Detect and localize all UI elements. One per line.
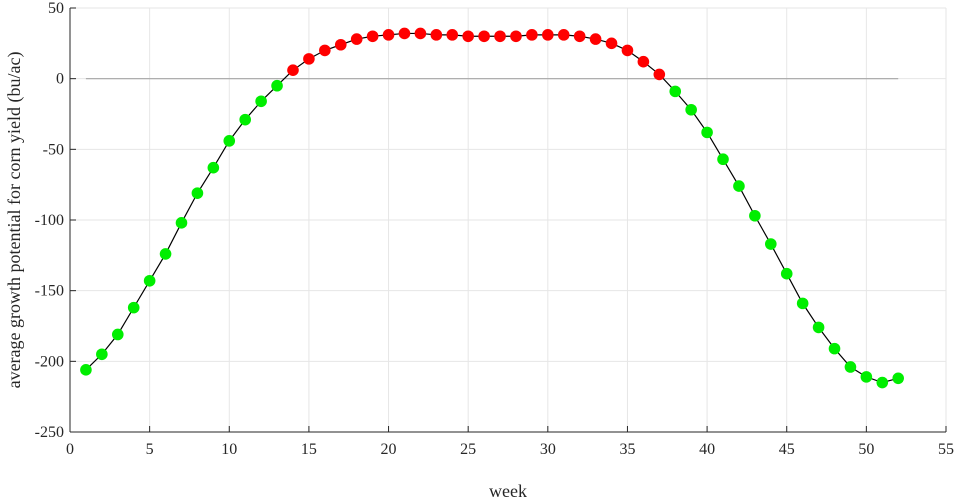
y-tick-label: 50: [48, 0, 64, 17]
data-point: [334, 38, 347, 51]
data-point: [669, 85, 682, 98]
x-tick-label: 0: [66, 441, 74, 458]
x-tick-label: 35: [619, 441, 635, 458]
axes: [69, 7, 947, 433]
y-axis-label: average growth potential for corn yield …: [4, 52, 25, 389]
x-tick-label: 5: [146, 441, 154, 458]
data-point: [573, 30, 586, 43]
x-tick-label: 55: [938, 441, 954, 458]
data-point: [510, 30, 522, 43]
y-tick-label: -200: [35, 353, 64, 370]
x-tick-label: 50: [858, 441, 874, 458]
data-point: [175, 217, 188, 229]
data-point: [80, 364, 92, 376]
data-point: [685, 103, 697, 116]
data-point: [478, 30, 490, 43]
data-point: [557, 29, 570, 41]
x-tick-labels: 0 5 10 15 20 25 30 35 40 45 50 55: [66, 441, 954, 458]
data-point: [366, 30, 379, 43]
data-point: [382, 29, 395, 41]
data-point: [430, 29, 443, 41]
data-point: [621, 44, 634, 57]
data-point: [828, 342, 841, 355]
data-point: [892, 372, 905, 385]
data-point: [860, 371, 873, 383]
series-line: [85, 32, 899, 384]
data-point: [255, 95, 267, 108]
data-point: [350, 33, 363, 45]
x-tick-label: 25: [460, 441, 476, 458]
data-point: [749, 209, 761, 222]
data-point: [765, 238, 777, 250]
data-point: [207, 161, 220, 174]
data-point: [494, 30, 506, 43]
data-point: [637, 55, 650, 68]
data-point: [303, 53, 315, 65]
x-axis-label: week: [489, 481, 527, 501]
x-tick-label: 15: [301, 441, 317, 458]
data-point: [143, 274, 156, 287]
x-tick-label: 40: [699, 441, 715, 458]
x-tick-label: 20: [381, 441, 397, 458]
x-tick-label: 45: [779, 441, 795, 458]
data-point: [542, 29, 554, 41]
data-point: [271, 79, 283, 92]
data-point: [159, 248, 172, 260]
data-point: [96, 348, 108, 361]
data-point: [796, 297, 809, 310]
y-tick-label: -50: [43, 141, 64, 158]
data-point: [605, 37, 618, 50]
y-tick-label: -150: [35, 283, 64, 300]
y-tick-labels: 50 0 -50 -100 -150 -200 -250: [35, 0, 64, 441]
grid: [69, 7, 947, 433]
data-point: [653, 68, 666, 81]
data-point: [287, 64, 299, 76]
data-series: [80, 27, 905, 389]
x-tick-label: 10: [221, 441, 237, 458]
data-point: [733, 180, 745, 192]
data-point: [223, 135, 236, 147]
data-point: [526, 29, 538, 41]
data-point: [239, 113, 251, 126]
data-point: [319, 44, 331, 57]
data-point: [446, 29, 459, 41]
data-point: [589, 33, 602, 45]
data-point: [462, 30, 474, 43]
data-point: [812, 321, 825, 334]
y-tick-label: -100: [35, 212, 64, 229]
data-point: [844, 361, 857, 373]
data-point: [398, 27, 411, 40]
y-tick-label: -250: [35, 424, 64, 441]
data-point: [717, 153, 729, 166]
data-point: [876, 376, 889, 389]
x-tick-label: 30: [540, 441, 556, 458]
data-point: [414, 27, 427, 40]
data-point: [127, 301, 140, 314]
data-point: [191, 187, 204, 199]
data-point: [111, 328, 124, 341]
data-point: [780, 267, 793, 280]
data-point: [701, 126, 713, 139]
y-tick-label: 0: [56, 71, 64, 88]
